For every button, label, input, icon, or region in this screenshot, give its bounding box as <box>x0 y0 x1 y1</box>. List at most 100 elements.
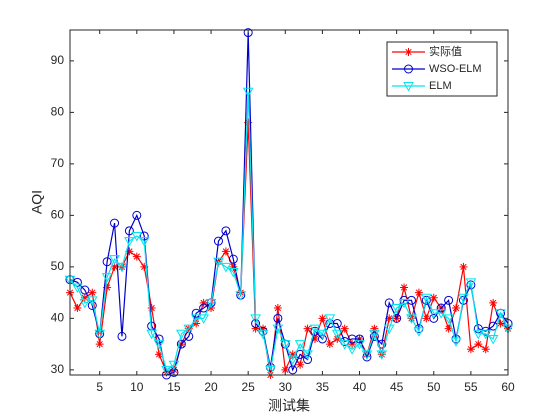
legend: 实际值 WSO-ELM ELM <box>386 41 498 97</box>
marker <box>125 247 134 256</box>
marker <box>459 262 468 271</box>
marker <box>489 298 498 307</box>
marker <box>117 331 127 341</box>
marker <box>101 273 113 283</box>
marker <box>303 324 312 333</box>
marker <box>131 231 143 242</box>
marker <box>296 360 305 369</box>
y-tick-label: 30 <box>51 362 65 376</box>
legend-label: WSO-ELM <box>429 63 482 75</box>
marker <box>481 345 490 354</box>
x-tick-label: 20 <box>204 380 218 394</box>
y-tick-label: 80 <box>51 105 65 119</box>
marker <box>102 257 112 267</box>
y-tick-label: 40 <box>51 311 65 325</box>
x-axis-label: 测试集 <box>268 398 310 414</box>
series-line <box>69 91 509 371</box>
y-axis-label: AQI <box>29 190 45 214</box>
marker <box>421 295 431 305</box>
marker <box>229 262 238 271</box>
marker <box>183 324 195 335</box>
marker <box>132 210 142 220</box>
marker <box>259 324 268 333</box>
marker <box>428 309 440 319</box>
marker <box>139 231 149 241</box>
x-tick-label: 5 <box>96 380 103 394</box>
marker <box>452 304 461 313</box>
marker <box>422 314 431 323</box>
x-tick-label: 60 <box>501 380 515 394</box>
marker <box>332 319 342 329</box>
marker <box>403 82 414 92</box>
marker <box>444 295 454 305</box>
marker <box>191 308 201 318</box>
marker <box>429 293 438 302</box>
marker <box>369 329 380 340</box>
marker <box>404 64 413 74</box>
marker <box>109 255 120 265</box>
marker <box>458 293 469 304</box>
y-tick-label: 70 <box>51 156 65 170</box>
marker <box>228 254 238 264</box>
marker <box>199 303 209 313</box>
marker <box>279 340 291 350</box>
marker <box>317 329 328 340</box>
marker <box>272 324 284 335</box>
marker <box>146 329 158 340</box>
marker <box>404 48 413 56</box>
marker <box>318 314 327 323</box>
marker <box>340 324 349 333</box>
marker <box>355 334 365 344</box>
marker <box>398 298 410 309</box>
x-tick-label: 40 <box>353 380 367 394</box>
marker <box>325 340 334 349</box>
marker <box>220 262 232 273</box>
marker <box>303 355 313 365</box>
marker <box>400 283 409 292</box>
marker <box>153 340 165 350</box>
marker <box>472 329 484 340</box>
x-tick-label: 45 <box>390 380 404 394</box>
y-tick-label: 50 <box>51 259 65 273</box>
legend-label: ELM <box>429 80 452 92</box>
marker <box>227 268 239 278</box>
marker <box>361 350 373 360</box>
marker <box>168 360 180 371</box>
marker <box>436 303 446 313</box>
marker <box>474 340 483 349</box>
marker <box>213 236 223 246</box>
marker <box>339 340 351 350</box>
y-tick-label: 60 <box>51 208 65 222</box>
marker <box>116 262 128 273</box>
marker <box>450 337 462 348</box>
marker <box>251 324 260 333</box>
marker <box>324 314 336 324</box>
marker <box>420 293 432 304</box>
marker <box>124 237 135 247</box>
marker <box>199 298 208 307</box>
marker <box>140 262 149 271</box>
marker <box>317 334 327 344</box>
marker <box>103 283 112 292</box>
marker <box>273 313 283 323</box>
marker <box>413 327 425 337</box>
marker <box>354 340 365 350</box>
marker <box>155 350 164 359</box>
marker <box>73 304 82 313</box>
x-tick-label: 25 <box>241 380 255 394</box>
marker <box>294 340 306 350</box>
marker <box>466 280 476 290</box>
marker <box>161 365 172 376</box>
marker <box>385 314 394 323</box>
marker <box>487 334 499 345</box>
marker <box>190 314 202 324</box>
marker <box>384 298 394 308</box>
marker <box>94 329 106 340</box>
marker <box>79 298 91 309</box>
x-tick-label: 10 <box>130 380 144 394</box>
marker <box>176 329 187 340</box>
marker <box>295 349 305 359</box>
marker <box>465 278 477 288</box>
marker <box>346 345 358 355</box>
